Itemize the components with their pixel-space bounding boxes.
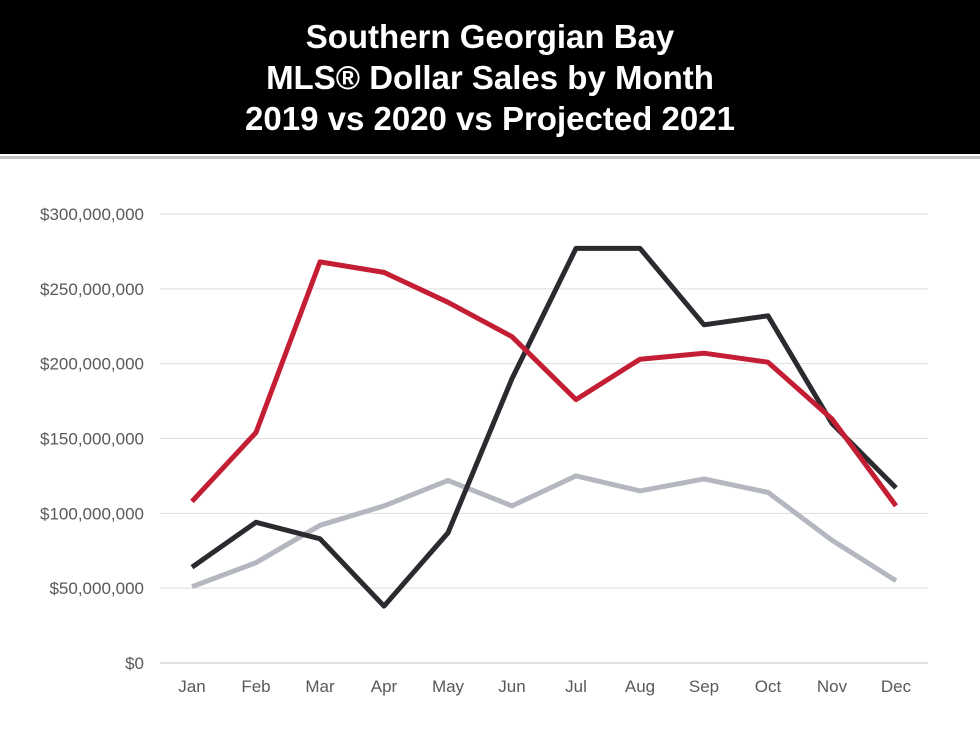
x-tick-label: Oct	[755, 677, 782, 696]
y-tick-label: $50,000,000	[49, 579, 144, 598]
chart-title-banner: Southern Georgian Bay MLS® Dollar Sales …	[0, 0, 980, 154]
x-tick-label: Dec	[881, 677, 912, 696]
x-tick-label: Jul	[565, 677, 587, 696]
y-tick-label: $250,000,000	[40, 280, 144, 299]
x-tick-label: Feb	[241, 677, 270, 696]
x-tick-label: Aug	[625, 677, 655, 696]
chart-title-line-3: 2019 vs 2020 vs Projected 2021	[245, 99, 735, 137]
y-axis-tick-labels: $0 $50,000,000 $100,000,000 $150,000,000 $20…	[40, 205, 144, 673]
gridlines	[160, 213, 928, 664]
series-lines	[190, 245, 899, 609]
y-tick-label: $0	[125, 654, 144, 673]
x-tick-label: Mar	[305, 677, 335, 696]
x-tick-label: Apr	[371, 677, 398, 696]
header-divider	[0, 156, 980, 159]
x-tick-label: May	[432, 677, 465, 696]
y-tick-label: $100,000,000	[40, 504, 144, 523]
series-line-3	[190, 259, 899, 508]
x-tick-label: Nov	[817, 677, 848, 696]
chart-title-line-1: Southern Georgian Bay	[305, 17, 675, 55]
series-line-2	[190, 245, 898, 609]
y-tick-label: $200,000,000	[40, 355, 144, 374]
series-line-1	[191, 473, 898, 590]
y-tick-label: $300,000,000	[40, 205, 144, 224]
x-tick-label: Jan	[178, 677, 205, 696]
x-tick-label: Sep	[689, 677, 719, 696]
y-tick-label: $150,000,000	[40, 430, 144, 449]
x-axis-tick-labels: Jan Feb Mar Apr May Jun Jul Aug Sep Oct Nov Dec	[178, 677, 911, 696]
x-tick-label: Jun	[498, 677, 525, 696]
chart-title-line-2: MLS® Dollar Sales by Month	[266, 58, 714, 96]
